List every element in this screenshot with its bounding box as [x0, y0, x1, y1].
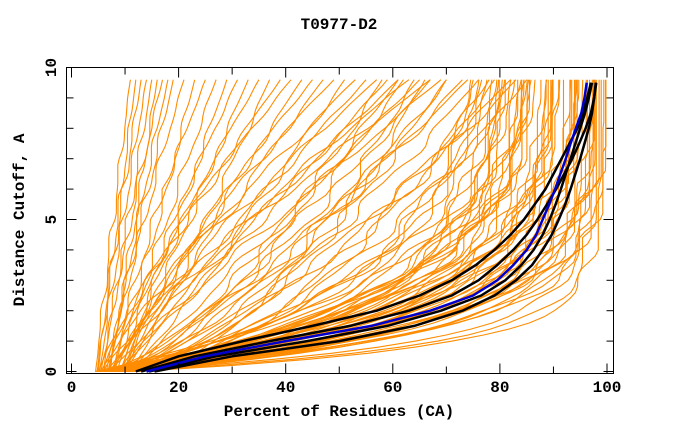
model-curve-orange	[116, 79, 511, 373]
model-curve-orange	[137, 79, 607, 373]
curves-layer	[94, 79, 607, 373]
model-curve-orange	[130, 79, 463, 373]
model-curve-orange	[101, 79, 515, 373]
model-curve-orange	[127, 79, 404, 373]
model-curve-orange	[107, 79, 548, 373]
x-tick-label: 0	[67, 379, 77, 397]
model-curve-orange	[97, 79, 281, 372]
model-curve-orange	[104, 79, 469, 373]
model-curve-orange	[122, 79, 528, 373]
model-curve-orange	[139, 79, 500, 373]
x-tick-label: 60	[383, 379, 402, 397]
model-curve-orange	[135, 79, 602, 373]
model-curve-orange	[103, 79, 431, 372]
model-curve-orange	[103, 79, 292, 372]
model-curve-orange	[113, 79, 490, 373]
model-curve-orange	[136, 79, 519, 373]
model-curve-orange	[134, 79, 474, 373]
y-tick-label: 10	[43, 58, 61, 77]
best-model-2-curve	[140, 82, 598, 373]
model-curve-orange	[127, 79, 410, 372]
model-curve-orange	[129, 79, 596, 373]
model-curve-orange	[97, 79, 522, 373]
model-curve-orange	[121, 79, 399, 372]
model-curve-orange	[103, 79, 506, 373]
model-curve-orange	[113, 79, 313, 372]
model-curve-orange	[99, 79, 148, 372]
model-curve-orange	[108, 79, 442, 372]
model-curve-orange	[111, 79, 378, 372]
model-curve-orange	[113, 79, 206, 372]
model-curve-orange	[125, 79, 493, 373]
model-curve-orange	[122, 79, 506, 373]
model-curve-orange	[111, 79, 495, 373]
model-curve-orange	[116, 79, 217, 372]
model-curve-orange	[118, 79, 517, 373]
model-curve-orange	[131, 79, 498, 373]
model-curve-orange	[100, 79, 447, 373]
model-curve-orange	[124, 79, 447, 373]
model-curve-orange	[103, 79, 164, 372]
model-curve-orange	[106, 79, 532, 373]
model-curve-orange	[95, 79, 554, 373]
model-curve-orange	[107, 79, 158, 372]
x-tick-label: 100	[593, 379, 622, 397]
x-tick-label: 40	[276, 379, 295, 397]
model-curve-orange	[105, 79, 367, 372]
model-curve-orange	[120, 79, 472, 373]
selected-model-curve	[146, 82, 588, 373]
model-curve-orange	[124, 79, 249, 372]
model-curve-orange	[106, 79, 479, 373]
y-axis-label: Distance Cutoff, A	[11, 133, 29, 306]
x-tick-label: 20	[169, 379, 188, 397]
model-curve-orange	[128, 79, 588, 373]
model-curve-orange	[100, 79, 153, 372]
model-curve-orange	[124, 79, 335, 372]
model-curve-orange	[95, 79, 131, 372]
model-curve-orange	[119, 79, 431, 373]
model-curve-orange	[111, 79, 196, 372]
y-tick-label: 5	[43, 215, 61, 225]
x-tick-label: 80	[490, 379, 509, 397]
model-curve-orange	[95, 79, 483, 373]
axis-frame: 0 20 40 60 80 100 0 5 10	[43, 58, 621, 397]
y-tick-label: 0	[43, 367, 61, 377]
model-curve-orange	[117, 79, 560, 373]
model-curve-orange	[110, 79, 169, 372]
model-curve-orange	[94, 79, 503, 373]
model-curve-orange	[129, 79, 346, 372]
model-curve-orange	[108, 79, 399, 373]
model-curve-orange	[100, 79, 356, 372]
plot-frame	[66, 67, 614, 374]
x-axis-label: Percent of Residues (CA)	[224, 403, 454, 421]
model-curve-orange	[121, 79, 238, 372]
best-model-3-curve	[148, 82, 594, 373]
model-curve-orange	[96, 79, 137, 372]
chart-title: T0977-D2	[301, 16, 378, 34]
model-curve-orange	[124, 79, 597, 373]
best-model-4-curve	[154, 82, 598, 373]
